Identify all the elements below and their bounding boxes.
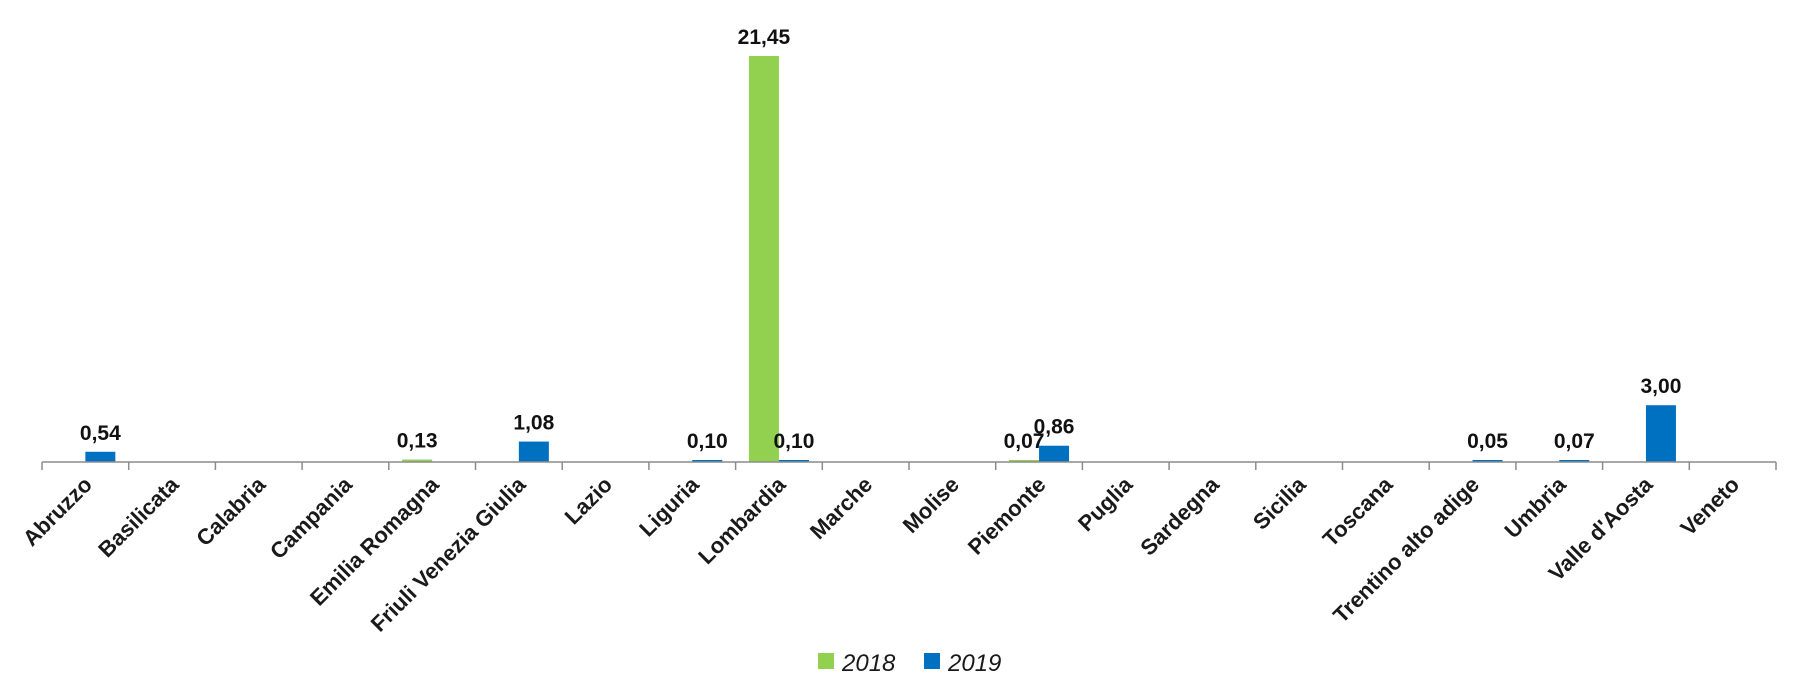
legend: 2018 2019 (818, 650, 1001, 677)
category-label-lazio: Lazio (560, 472, 617, 529)
category-label-umbria: Umbria (1500, 471, 1572, 543)
legend-label-2018: 2018 (841, 650, 896, 677)
category-label-marche: Marche (805, 472, 877, 544)
category-label-puglia: Puglia (1073, 471, 1138, 536)
legend-item-2018: 2018 (818, 650, 896, 677)
category-label-veneto: Veneto (1675, 472, 1744, 541)
legend-item-2019: 2019 (924, 650, 1001, 677)
bar-2018-lombardia (748, 56, 779, 462)
category-label-basilicata: Basilicata (93, 471, 184, 562)
bar-2018-piemonte (1009, 460, 1040, 462)
x-axis (41, 461, 1777, 470)
category-label-calabria: Calabria (191, 471, 271, 551)
legend-label-2019: 2019 (947, 650, 1001, 677)
data-label-2019-piemonte: 0,86 (1034, 416, 1075, 439)
data-label-2018-emilia-romagna: 0,13 (397, 430, 438, 453)
bar-2019-lombardia (778, 460, 809, 462)
data-label-2019-lombardia: 0,10 (774, 430, 815, 453)
bar-2019-trentino-alto-adige (1472, 460, 1503, 462)
data-label-2018-piemonte: 0,07 (1004, 430, 1045, 453)
legend-swatch-2019 (924, 653, 940, 669)
legend-swatch-2018 (818, 653, 834, 669)
bar-2019-piemonte (1039, 445, 1070, 462)
data-labels: 0,13 21,45 0,07 0,54 1,08 0,10 0,10 0,86 0,05 0,0… (80, 26, 1681, 453)
category-label-molise: Molise (898, 472, 964, 538)
category-label-lombardia: Lombardia (693, 471, 791, 569)
bar-2019-umbria (1559, 460, 1590, 462)
data-label-2019-friuli-venezia-giulia: 1,08 (513, 412, 554, 435)
category-label-campania: Campania (265, 471, 358, 564)
category-label-friuli-venezia-giulia: Friuli Venezia Giulia (366, 471, 531, 636)
data-label-2019-trentino-alto-adige: 0,05 (1467, 430, 1508, 453)
bar-2018-emilia-romagna (402, 459, 433, 462)
category-label-liguria: Liguria (634, 471, 704, 541)
category-label-piemonte: Piemonte (963, 472, 1051, 560)
data-label-2018-lombardia: 21,45 (738, 26, 791, 49)
bar-2019-abruzzo (85, 451, 116, 462)
bar-2019-friuli-venezia-giulia (518, 441, 549, 462)
category-label-abruzzo: Abruzzo (18, 472, 97, 551)
bar-2019-valle-d-aosta (1645, 405, 1676, 462)
category-label-toscana: Toscana (1318, 471, 1398, 551)
category-label-sardegna: Sardegna (1135, 471, 1224, 560)
data-label-2019-valle-d-aosta: 3,00 (1641, 375, 1682, 398)
data-label-2019-abruzzo: 0,54 (80, 422, 121, 445)
category-label-sicilia: Sicilia (1248, 471, 1311, 534)
bar-2019-liguria (692, 460, 723, 462)
bars-layer (85, 56, 1676, 462)
category-label-trentino-alto-adige: Trentino alto adige (1328, 472, 1484, 628)
data-label-2019-liguria: 0,10 (687, 430, 728, 453)
data-label-2019-umbria: 0,07 (1554, 430, 1595, 453)
